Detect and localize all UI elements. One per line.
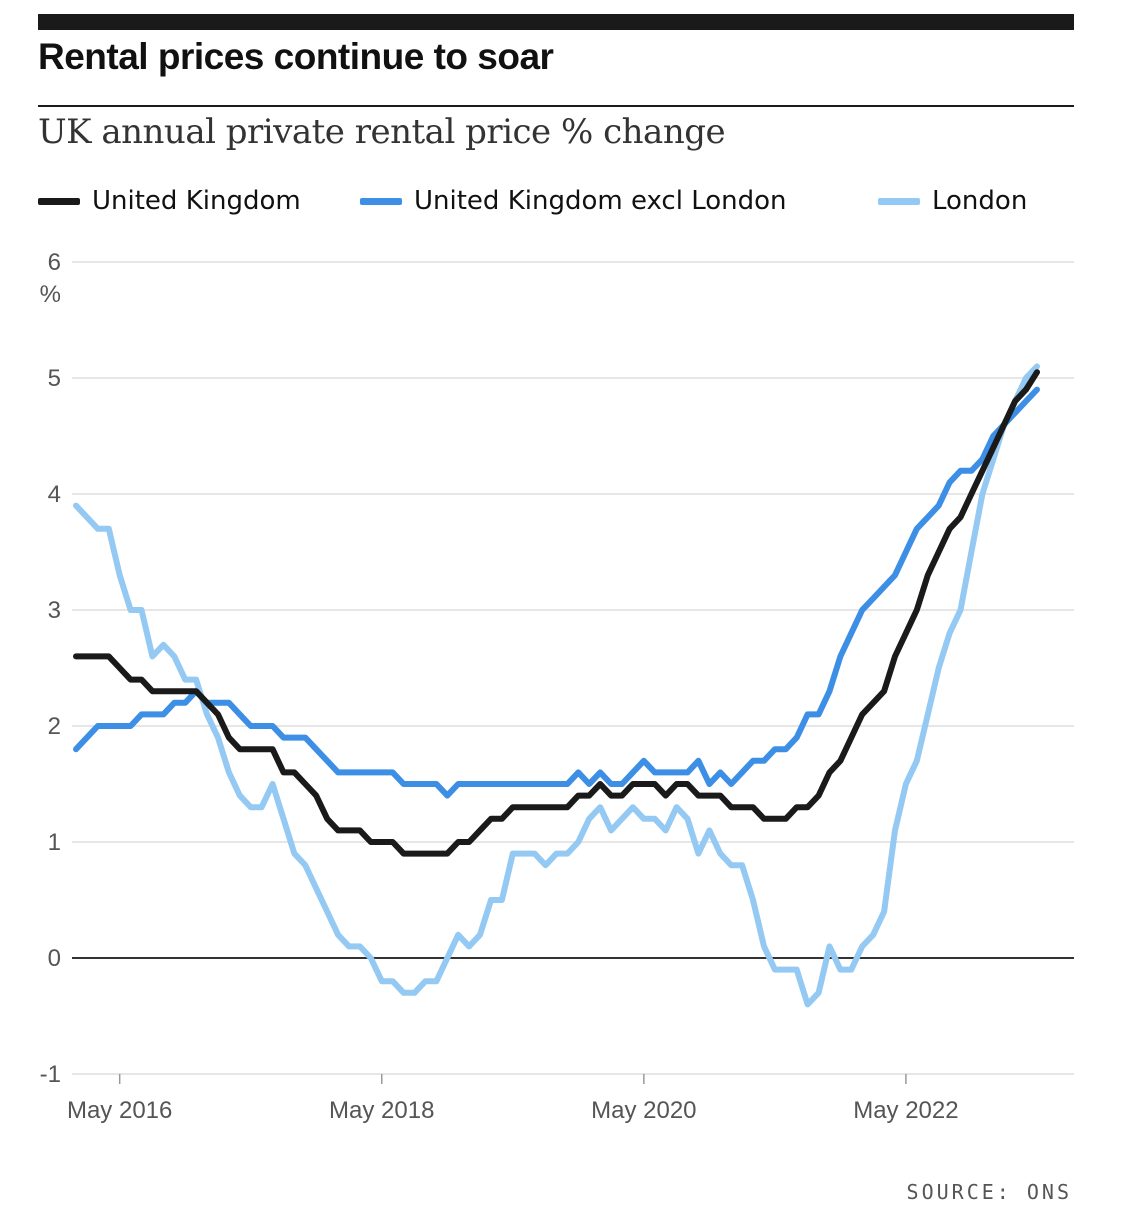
series-line-uk-excl-london <box>73 386 1040 799</box>
chart-title: Rental prices continue to soar <box>38 36 554 77</box>
legend-item-london: London <box>878 186 1027 216</box>
legend-label-uk-excl-london: United Kingdom excl London <box>414 186 787 216</box>
y-tick-label-4: 4 <box>48 481 61 508</box>
legend-item-united-kingdom: United Kingdom <box>38 186 301 216</box>
x-tick-label-3: May 2022 <box>853 1097 958 1124</box>
y-tick-label--1: -1 <box>40 1061 61 1088</box>
series-line-united-kingdom <box>73 369 1040 857</box>
legend-swatch-london <box>878 197 920 205</box>
y-tick-label-2: 2 <box>48 713 61 740</box>
title-divider <box>38 105 1074 107</box>
x-tick-label-2: May 2020 <box>591 1097 696 1124</box>
y-tick-label-6: 6 <box>48 249 61 276</box>
legend-swatch-uk-excl-london <box>360 197 402 205</box>
legend-swatch-united-kingdom <box>38 197 80 205</box>
y-tick-label-5: 5 <box>48 365 61 392</box>
x-tick-label-1: May 2018 <box>329 1097 434 1124</box>
y-tick-label-0: 0 <box>48 945 61 972</box>
legend-item-uk-excl-london: United Kingdom excl London <box>360 186 787 216</box>
x-tick-label-0: May 2016 <box>67 1097 172 1124</box>
legend-label-united-kingdom: United Kingdom <box>92 186 301 216</box>
legend: United Kingdom United Kingdom excl Londo… <box>0 186 1138 222</box>
chart-subtitle: UK annual private rental price % change <box>38 112 726 152</box>
source-note: SOURCE: ONS <box>906 1180 1072 1204</box>
y-tick-label-1: 1 <box>48 829 61 856</box>
top-rule-bar <box>38 14 1074 30</box>
series-line-london <box>73 363 1040 1008</box>
legend-label-london: London <box>932 186 1028 216</box>
y-tick-label-3: 3 <box>48 597 61 624</box>
y-axis-unit-label: % <box>40 281 61 308</box>
